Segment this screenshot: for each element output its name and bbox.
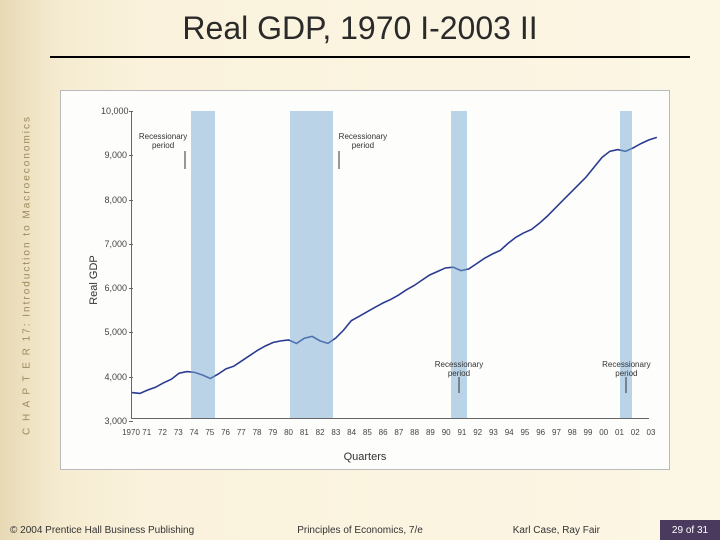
x-tick-label: 74 [190,428,199,437]
footer-copyright: © 2004 Prentice Hall Business Publishing [10,525,194,536]
y-tick-mark [129,332,133,333]
y-tick-mark [129,288,133,289]
y-tick-label: 9,000 [101,150,127,160]
y-tick-label: 6,000 [101,283,127,293]
x-tick-label: 01 [615,428,624,437]
recession-label-leader [458,377,459,393]
recession-label: Recessionaryperiod [435,361,483,379]
recession-label-leader [338,151,339,169]
footer-authors: Karl Case, Ray Fair [513,525,600,536]
recession-label: Recessionaryperiod [339,133,387,151]
plot-region: Recessionaryperiod Recessionaryperiod Rece… [131,111,649,419]
x-tick-label: 95 [520,428,529,437]
y-tick-mark [129,111,133,112]
y-tick-mark [129,244,133,245]
y-tick-label: 4,000 [101,372,127,382]
x-tick-label: 92 [473,428,482,437]
x-axis-label: Quarters [61,451,669,463]
slide-title: Real GDP, 1970 I-2003 II [0,10,720,47]
y-axis-label: Real GDP [88,255,100,305]
x-tick-label: 75 [205,428,214,437]
x-tick-label: 85 [363,428,372,437]
footer-book: Principles of Economics, 7/e [297,525,423,536]
footer-page-badge: 29 of 31 [660,520,720,540]
y-tick-label: 8,000 [101,195,127,205]
recession-label: Recessionaryperiod [139,133,187,151]
recession-label-leader [185,151,186,169]
x-tick-label: 82 [316,428,325,437]
x-tick-label: 71 [142,428,151,437]
x-tick-label: 98 [568,428,577,437]
x-tick-label: 79 [268,428,277,437]
chapter-side-label: C H A P T E R 17: Introduction to Macroe… [20,50,34,500]
x-tick-label: 02 [631,428,640,437]
x-tick-label: 83 [331,428,340,437]
recession-label-leader [626,377,627,393]
x-tick-label: 1970 [122,428,140,437]
title-underline [50,56,690,58]
x-tick-label: 88 [410,428,419,437]
slide-footer: © 2004 Prentice Hall Business Publishing… [0,520,720,540]
x-tick-label: 96 [536,428,545,437]
x-tick-label: 00 [599,428,608,437]
x-tick-label: 72 [158,428,167,437]
gdp-chart: Real GDP Quarters RecessionaryperiodRece… [60,90,670,470]
x-tick-label: 77 [237,428,246,437]
x-tick-label: 81 [300,428,309,437]
x-tick-label: 94 [505,428,514,437]
y-tick-mark [129,200,133,201]
x-tick-label: 89 [426,428,435,437]
x-tick-label: 73 [174,428,183,437]
y-tick-mark [129,377,133,378]
x-tick-label: 76 [221,428,230,437]
x-tick-label: 78 [253,428,262,437]
recession-band [290,111,333,418]
x-tick-label: 91 [457,428,466,437]
x-tick-label: 99 [584,428,593,437]
x-tick-label: 87 [394,428,403,437]
x-tick-label: 80 [284,428,293,437]
x-tick-label: 84 [347,428,356,437]
x-tick-label: 90 [442,428,451,437]
y-tick-label: 5,000 [101,327,127,337]
x-tick-label: 03 [647,428,656,437]
recession-band [191,111,215,418]
y-tick-label: 10,000 [101,106,127,116]
y-tick-mark [129,155,133,156]
y-tick-label: 3,000 [101,416,127,426]
x-tick-label: 93 [489,428,498,437]
x-tick-label: 86 [379,428,388,437]
x-tick-label: 97 [552,428,561,437]
recession-label: Recessionaryperiod [602,361,650,379]
y-tick-label: 7,000 [101,239,127,249]
y-tick-mark [129,421,133,422]
